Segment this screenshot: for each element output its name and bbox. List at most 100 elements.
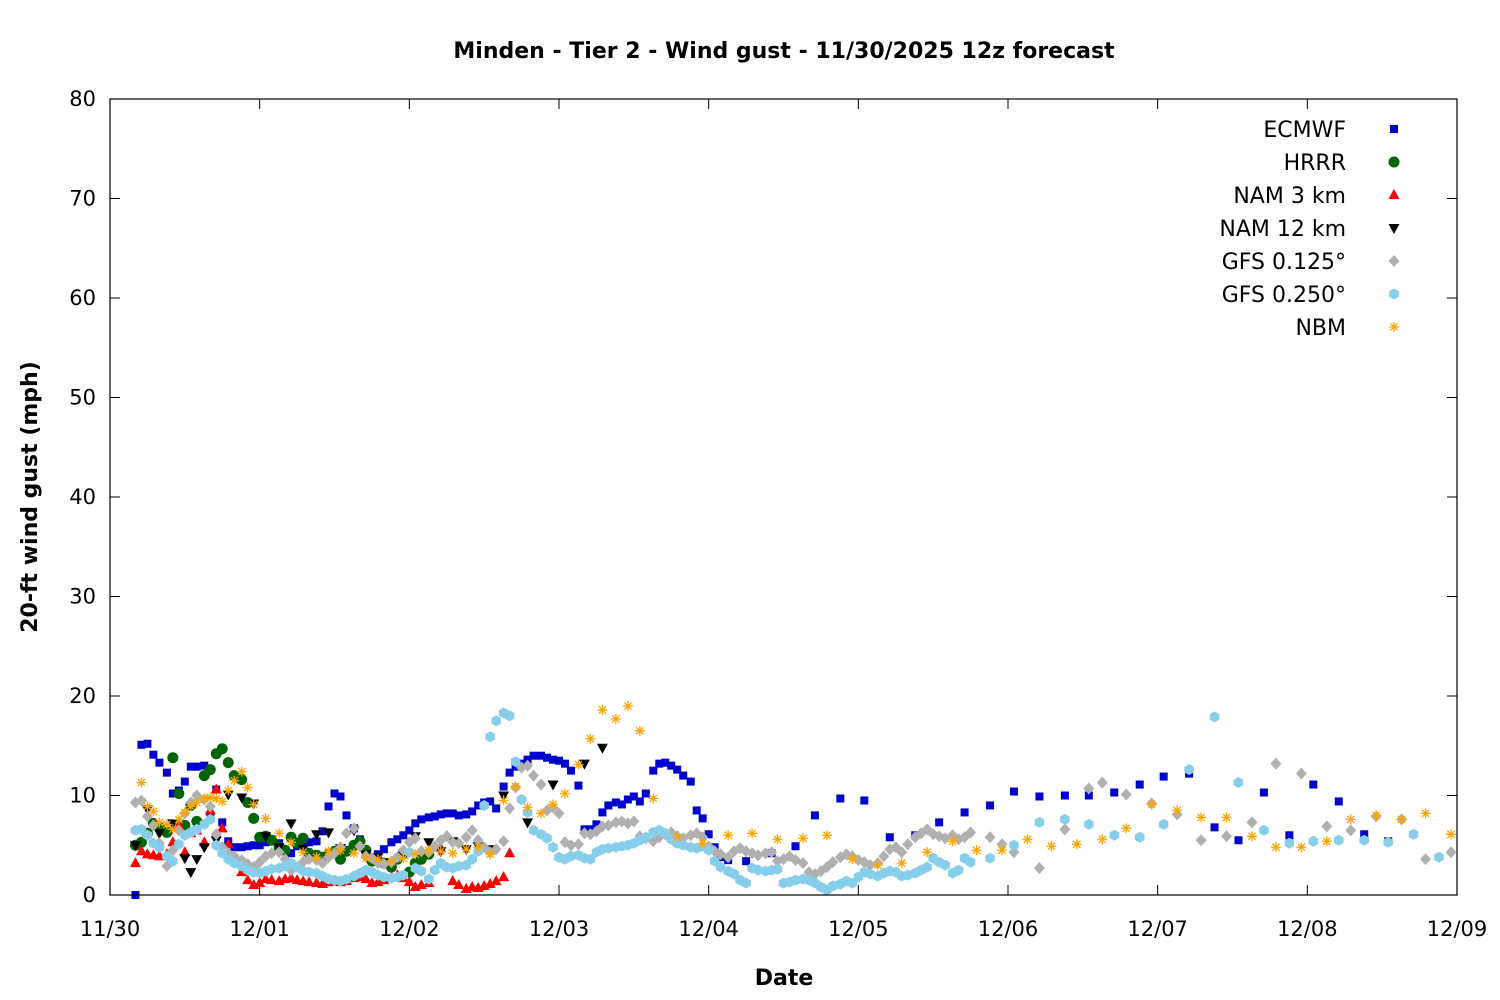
- data-point: [885, 833, 894, 842]
- data-point: [542, 832, 552, 844]
- data-point: [411, 819, 420, 828]
- data-point: [723, 830, 734, 841]
- data-point: [461, 844, 472, 855]
- data-point: [790, 874, 801, 886]
- data-point: [198, 843, 210, 854]
- data-point: [168, 789, 177, 798]
- data-point: [847, 854, 858, 865]
- data-point: [597, 704, 608, 715]
- x-tick-label: 11/30: [80, 917, 141, 941]
- data-point: [499, 782, 508, 791]
- data-point: [453, 837, 465, 850]
- data-point: [747, 828, 758, 839]
- data-point: [1270, 757, 1282, 770]
- data-point: [864, 859, 876, 872]
- data-point: [299, 840, 308, 849]
- data-point: [236, 766, 247, 777]
- data-point: [248, 799, 259, 810]
- data-point: [1195, 834, 1207, 847]
- data-point: [598, 808, 607, 817]
- data-point: [1345, 824, 1357, 837]
- data-point: [1121, 823, 1132, 834]
- data-point: [922, 847, 933, 858]
- data-point: [698, 814, 707, 823]
- data-point: [447, 875, 459, 886]
- legend-item: GFS 0.250°: [1222, 283, 1399, 308]
- data-point: [692, 806, 701, 815]
- legend-item: NAM 3 km: [1233, 184, 1400, 209]
- data-point: [393, 835, 402, 844]
- data-point: [648, 793, 659, 804]
- data-point: [318, 827, 327, 836]
- data-point: [398, 853, 409, 864]
- data-point: [311, 852, 322, 863]
- data-point: [249, 841, 258, 850]
- data-point: [492, 804, 501, 813]
- data-point: [1434, 851, 1444, 863]
- data-point: [266, 834, 278, 846]
- data-point: [173, 814, 184, 825]
- data-point: [1221, 812, 1232, 823]
- data-point: [1134, 831, 1145, 843]
- x-tick-label: 12/03: [529, 917, 590, 941]
- data-point: [1420, 808, 1431, 819]
- data-point: [935, 818, 944, 827]
- data-point: [167, 752, 179, 764]
- data-point: [192, 823, 202, 835]
- data-point: [1060, 813, 1070, 825]
- data-point: [565, 839, 577, 852]
- data-point: [1246, 831, 1257, 842]
- data-point: [237, 843, 246, 852]
- data-point: [354, 840, 366, 853]
- data-point: [454, 811, 463, 820]
- data-point: [211, 839, 221, 851]
- data-point: [447, 848, 458, 859]
- data-point: [1083, 782, 1095, 795]
- data-point: [185, 801, 196, 812]
- legend-label: NAM 12 km: [1219, 217, 1346, 242]
- data-point: [1359, 834, 1369, 846]
- data-point: [341, 873, 352, 885]
- data-point: [141, 810, 153, 823]
- data-point: [753, 864, 763, 876]
- data-point: [303, 876, 315, 887]
- data-point: [865, 868, 876, 880]
- data-point: [504, 802, 516, 815]
- data-point: [1309, 780, 1318, 789]
- legend-marker: [1388, 156, 1400, 168]
- data-point: [168, 855, 178, 867]
- y-tick-label: 60: [69, 286, 96, 310]
- legend-marker: [1388, 224, 1400, 234]
- data-point: [179, 846, 191, 857]
- data-point: [453, 879, 465, 890]
- data-point: [704, 830, 713, 839]
- data-point: [797, 833, 808, 844]
- data-point: [472, 834, 484, 847]
- data-point: [635, 797, 644, 806]
- data-point: [273, 846, 285, 859]
- data-point: [537, 751, 546, 760]
- data-point: [173, 788, 185, 800]
- data-point: [836, 794, 845, 803]
- data-point: [596, 743, 608, 754]
- data-point: [129, 857, 141, 868]
- data-point: [216, 743, 228, 755]
- data-point: [180, 777, 189, 786]
- data-point: [611, 798, 620, 807]
- data-point: [1172, 805, 1183, 816]
- x-axis-label: Date: [755, 966, 814, 991]
- y-tick-label: 80: [69, 87, 96, 111]
- data-point: [566, 766, 575, 775]
- data-point: [1233, 777, 1244, 789]
- data-point: [148, 806, 159, 817]
- data-point: [878, 850, 890, 863]
- data-point: [572, 838, 584, 851]
- data-point: [1321, 820, 1333, 833]
- data-point: [1035, 792, 1044, 801]
- data-point: [649, 766, 658, 775]
- data-point: [772, 834, 783, 845]
- data-point: [142, 801, 153, 812]
- data-point: [297, 832, 309, 844]
- data-point: [379, 871, 389, 883]
- data-point: [186, 762, 195, 771]
